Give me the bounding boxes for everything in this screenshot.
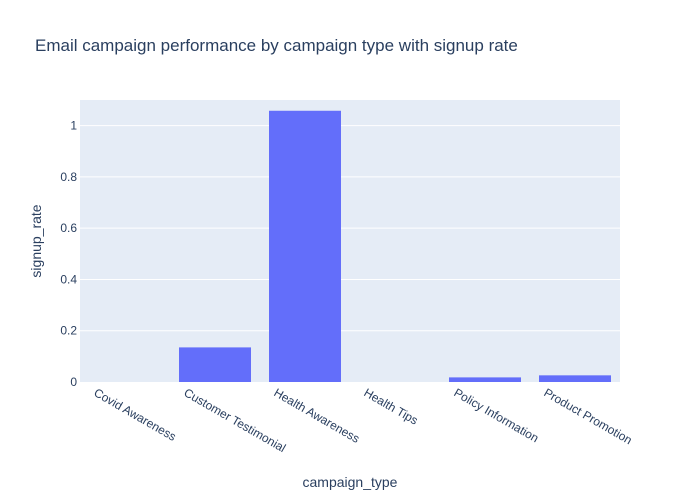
y-axis-ticks: 0 0.2 0.4 0.6 0.8 1 <box>60 119 77 389</box>
y-tick-label: 0 <box>70 375 77 389</box>
y-axis-title: signup_rate <box>28 204 44 277</box>
bar-policy-information <box>449 377 521 382</box>
x-axis-ticks: Covid Awareness Customer TestimonialHealt… <box>92 385 635 455</box>
bar-product-promotion <box>539 375 611 382</box>
y-tick-label: 0.4 <box>60 272 77 286</box>
plot-area <box>80 100 620 382</box>
x-tick-label: Health Awareness <box>272 385 363 445</box>
x-tick-label: Health Tips <box>362 385 421 427</box>
chart-title: Email campaign performance by campaign t… <box>35 36 518 55</box>
y-tick-label: 0.6 <box>60 221 77 235</box>
gridlines <box>80 125 620 332</box>
x-axis-title: campaign_type <box>303 474 398 490</box>
bar-health-awareness <box>269 110 341 382</box>
x-tick-label: Covid Awareness <box>92 385 179 443</box>
bars <box>179 110 611 382</box>
x-tick-label: Product Promotion <box>542 385 635 447</box>
x-tick-label: Policy Information <box>452 385 542 445</box>
y-tick-label: 1 <box>70 119 77 133</box>
y-tick-label: 0.2 <box>60 324 77 338</box>
y-tick-label: 0.8 <box>60 170 77 184</box>
bar-customer-testimonial <box>179 347 251 382</box>
